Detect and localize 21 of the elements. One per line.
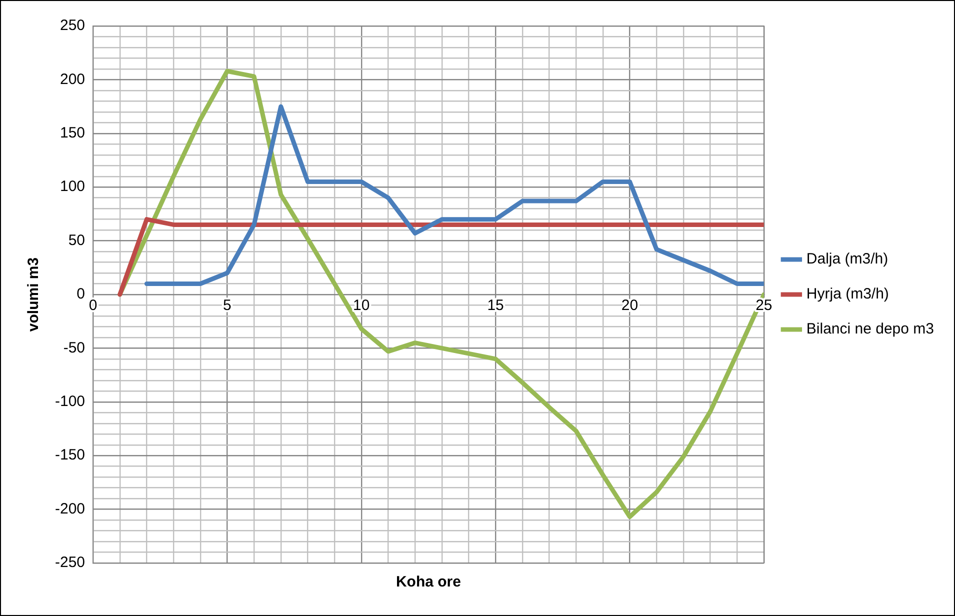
x-tick-label: 0 [88,297,98,314]
y-tick-label: 250 [60,17,86,34]
x-tick-label: 20 [621,297,638,314]
x-tick-label: 15 [487,297,504,314]
legend-label: Hyrja (m3/h) [806,286,889,303]
y-tick-label: 0 [76,286,86,303]
y-tick-label: -100 [54,393,86,410]
y-tick-label: -200 [54,500,86,518]
y-tick-label: 200 [60,70,86,88]
legend-label: Bilanci ne depo m3 [806,320,934,338]
x-tick-label: 5 [223,297,232,314]
x-tick-label: 10 [353,297,370,314]
y-tick-label: 150 [60,124,86,142]
x-axis-title: Koha ore [396,574,461,591]
y-tick-label: 50 [68,232,86,249]
y-tick-label: -250 [54,554,86,572]
y-axis-title: volumi m3 [25,257,42,332]
y-tick-label: -50 [63,339,86,356]
y-tick-label: 100 [60,178,86,196]
y-tick-label: -150 [54,446,86,464]
legend-label: Dalja (m3/h) [806,250,888,268]
